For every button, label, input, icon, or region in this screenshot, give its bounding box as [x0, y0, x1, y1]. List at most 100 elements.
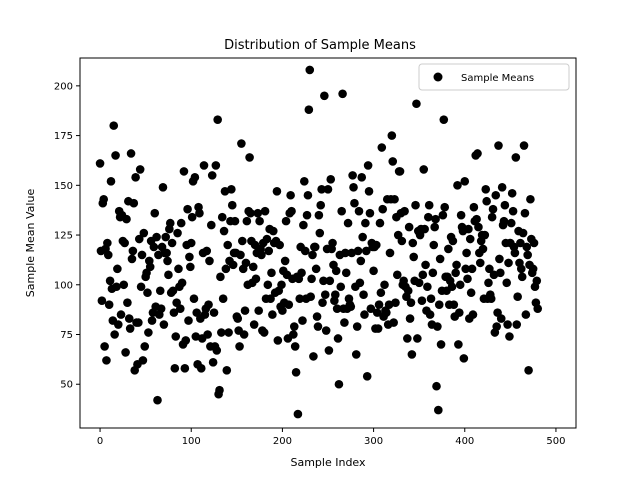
data-point: [179, 167, 189, 176]
data-point: [221, 264, 231, 274]
data-point: [97, 296, 107, 305]
data-point: [403, 334, 412, 343]
legend-label: Sample Means: [461, 73, 534, 84]
data-point: [499, 216, 509, 226]
data-point: [150, 208, 160, 218]
data-point: [462, 248, 471, 258]
y-axis: 50 75 100 125 150 175 200: [54, 81, 80, 391]
data-point: [391, 298, 400, 307]
data-point: [278, 306, 287, 315]
data-point: [418, 270, 428, 280]
data-point: [302, 210, 312, 220]
data-point: [153, 395, 162, 405]
data-point: [448, 236, 458, 246]
data-point: [145, 262, 155, 272]
data-point: [136, 282, 146, 292]
data-point: [432, 381, 441, 391]
data-point: [189, 294, 199, 304]
data-point: [291, 368, 301, 377]
data-point: [459, 354, 469, 363]
data-point: [253, 208, 263, 218]
data-point: [165, 218, 175, 228]
y-tick-label: 100: [54, 280, 73, 291]
data-point: [507, 188, 517, 198]
data-point: [164, 270, 173, 280]
data-point: [227, 200, 237, 210]
data-point: [103, 250, 113, 260]
data-point: [357, 173, 367, 182]
data-point: [423, 212, 433, 222]
data-point: [361, 218, 370, 228]
data-point: [364, 186, 374, 196]
data-point: [299, 177, 309, 186]
data-point: [163, 256, 172, 266]
data-point: [147, 316, 157, 325]
data-point: [295, 294, 305, 304]
data-point: [254, 306, 264, 315]
data-point: [511, 153, 521, 162]
data-point: [320, 91, 329, 101]
data-point: [478, 244, 488, 254]
data-point: [455, 280, 465, 290]
data-point: [440, 202, 450, 212]
data-point: [480, 230, 490, 240]
x-tick-label: 200: [273, 436, 292, 447]
data-point: [281, 216, 291, 226]
data-point: [518, 228, 528, 238]
data-point: [486, 294, 496, 304]
data-point: [159, 320, 169, 329]
data-point: [372, 308, 382, 317]
data-point: [424, 200, 434, 210]
data-point: [460, 177, 470, 186]
data-point: [452, 260, 461, 270]
data-point: [428, 268, 438, 278]
data-point: [517, 272, 527, 282]
data-point: [203, 330, 212, 339]
data-point: [436, 340, 446, 349]
data-point: [168, 286, 178, 296]
data-point: [330, 290, 340, 300]
data-point: [257, 250, 266, 260]
data-point: [216, 272, 225, 282]
data-point: [173, 228, 182, 238]
data-point: [222, 366, 232, 375]
data-point: [207, 171, 217, 180]
data-point: [495, 254, 504, 264]
data-point: [385, 248, 395, 258]
data-point: [245, 153, 254, 162]
data-point: [286, 190, 295, 200]
data-point: [392, 270, 402, 280]
data-point: [259, 328, 269, 337]
data-point: [310, 242, 320, 252]
data-point: [521, 310, 531, 319]
data-point: [468, 310, 478, 319]
data-point: [447, 282, 457, 292]
data-point: [167, 238, 177, 248]
data-point: [488, 204, 498, 214]
data-point: [453, 181, 462, 190]
data-point: [333, 334, 343, 343]
data-point: [481, 184, 491, 194]
data-point: [497, 183, 507, 192]
data-point: [161, 232, 171, 242]
data-point: [293, 409, 303, 419]
data-point: [138, 356, 148, 365]
data-point: [219, 226, 229, 236]
data-point: [503, 320, 512, 329]
data-point: [484, 278, 493, 288]
data-point: [289, 330, 298, 339]
data-point: [104, 300, 114, 309]
legend-marker: [433, 72, 443, 82]
data-point: [508, 206, 518, 216]
data-point: [121, 348, 130, 357]
y-tick-label: 200: [54, 81, 73, 92]
data-point: [208, 358, 218, 367]
data-point: [299, 220, 308, 230]
data-point: [308, 250, 317, 260]
data-point: [469, 202, 479, 212]
legend: Sample Means: [418, 63, 570, 91]
data-point: [306, 292, 315, 302]
data-point: [124, 314, 134, 323]
data-point: [237, 139, 246, 148]
data-point: [403, 286, 413, 296]
